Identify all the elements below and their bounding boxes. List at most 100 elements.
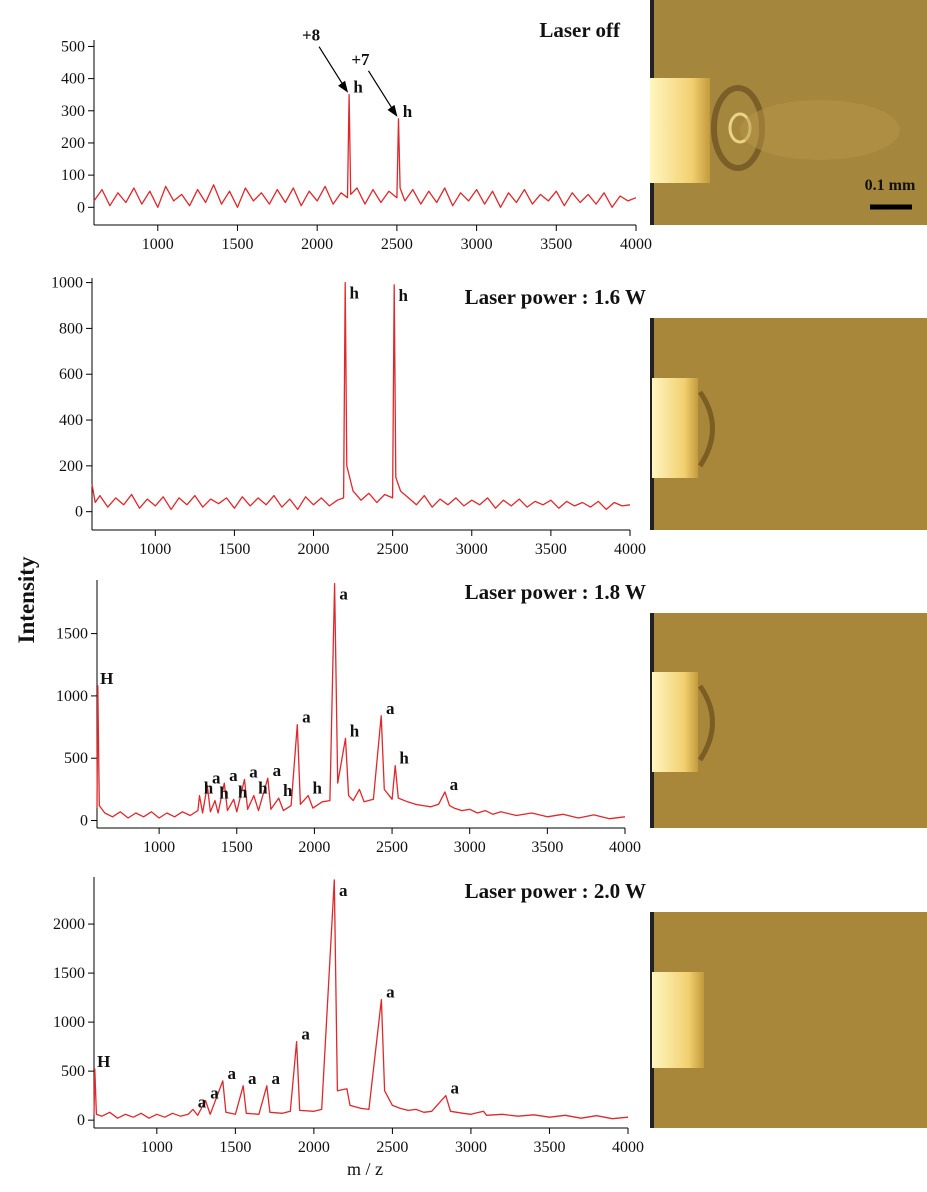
peak-label: a	[210, 1084, 219, 1103]
peak-label: h	[204, 779, 214, 798]
x-tick-label: 2500	[376, 1139, 408, 1156]
x-tick-label: 2500	[376, 839, 408, 856]
peak-label: h	[283, 781, 293, 800]
charge-label: +7	[351, 50, 370, 69]
peak-label: a	[198, 1092, 207, 1111]
y-tick-label: 0	[77, 1112, 85, 1129]
y-tick-label: 1500	[53, 965, 85, 982]
peak-label: h	[403, 102, 413, 121]
y-axis-label: Intensity	[14, 556, 39, 643]
y-tick-label: 300	[61, 103, 85, 120]
peak-label: a	[273, 761, 282, 780]
peak-label: a	[451, 1079, 460, 1098]
y-tick-label: 500	[61, 1063, 85, 1080]
peak-label: h	[312, 779, 322, 798]
x-tick-label: 2000	[298, 839, 330, 856]
y-tick-label: 200	[59, 458, 83, 475]
y-tick-label: 600	[59, 366, 83, 383]
micrograph	[650, 613, 927, 828]
y-tick-label: 500	[64, 750, 88, 767]
peak-label: h	[258, 779, 268, 798]
x-tick-label: 1500	[219, 1139, 251, 1156]
spectrum-line	[91, 281, 631, 511]
x-tick-label: 1500	[221, 236, 253, 253]
peak-label: a	[248, 1069, 257, 1088]
peak-label: h	[219, 784, 229, 803]
x-tick-label: 3000	[461, 236, 493, 253]
arrow-head	[338, 80, 349, 93]
peak-label: a	[339, 881, 348, 900]
x-tick-label: 3500	[531, 839, 563, 856]
y-tick-label: 100	[61, 167, 85, 184]
y-tick-label: 2000	[53, 916, 85, 933]
peak-label: a	[249, 762, 258, 781]
x-tick-label: 4000	[609, 839, 641, 856]
x-tick-label: 2000	[298, 1139, 330, 1156]
x-tick-label: 1000	[139, 541, 171, 558]
spectrum-line	[93, 94, 637, 208]
scale-bar-label: 0.1 mm	[865, 177, 916, 194]
y-tick-label: 1000	[56, 688, 88, 705]
x-tick-label: 3500	[540, 236, 572, 253]
peak-label: a	[272, 1069, 281, 1088]
y-tick-label: 400	[59, 412, 83, 429]
x-tick-label: 3000	[455, 1139, 487, 1156]
panel-title: Laser power : 2.0 W	[465, 879, 646, 903]
y-tick-label: 0	[77, 199, 85, 216]
y-tick-label: 1000	[51, 275, 83, 292]
x-tick-label: 2000	[298, 541, 330, 558]
y-tick-label: 0	[80, 813, 88, 830]
annotation-arrow	[318, 46, 347, 91]
peak-label: a	[229, 766, 238, 785]
micrograph: 0.1 mm	[650, 0, 927, 225]
y-tick-label: 1500	[56, 626, 88, 643]
y-tick-label: 0	[75, 504, 83, 521]
peak-label: h	[353, 78, 363, 97]
x-tick-label: 3500	[535, 541, 567, 558]
micrograph	[650, 912, 927, 1128]
peak-label: H	[100, 669, 113, 688]
x-tick-label: 3000	[454, 839, 486, 856]
x-tick-label: 1000	[141, 1139, 173, 1156]
x-tick-label: 2500	[377, 541, 409, 558]
x-tick-label: 1000	[142, 236, 174, 253]
panel-title: Laser off	[539, 18, 621, 42]
spectrum-line	[96, 583, 626, 820]
x-tick-label: 1000	[143, 839, 175, 856]
x-tick-label: 4000	[614, 541, 646, 558]
x-tick-label: 2000	[301, 236, 333, 253]
peak-label: a	[301, 1025, 310, 1044]
peak-label: h	[349, 284, 359, 303]
x-tick-label: 1500	[221, 839, 253, 856]
x-tick-label: 3500	[533, 1139, 565, 1156]
peak-label: a	[339, 585, 348, 604]
peak-label: h	[399, 749, 409, 768]
peak-label: h	[238, 782, 248, 801]
peak-label: a	[302, 708, 311, 727]
y-tick-label: 400	[61, 71, 85, 88]
spectrum-line	[93, 879, 629, 1120]
peak-label: a	[228, 1064, 237, 1083]
x-tick-label: 2500	[381, 236, 413, 253]
x-tick-label: 4000	[612, 1139, 644, 1156]
panel-title: Laser power : 1.6 W	[465, 285, 646, 309]
y-tick-label: 1000	[53, 1014, 85, 1031]
x-tick-label: 1500	[218, 541, 250, 558]
micrograph	[650, 318, 927, 530]
y-tick-label: 500	[61, 38, 85, 55]
annotation-arrow	[367, 70, 396, 115]
peak-label: a	[212, 769, 221, 788]
y-tick-label: 800	[59, 320, 83, 337]
peak-label: H	[97, 1052, 110, 1071]
peak-label: a	[450, 775, 459, 794]
charge-label: +8	[302, 26, 320, 45]
peak-label: h	[398, 286, 408, 305]
peak-label: a	[386, 983, 395, 1002]
x-tick-label: 4000	[620, 236, 652, 253]
y-tick-label: 200	[61, 135, 85, 152]
arrow-head	[387, 104, 398, 117]
x-tick-label: 3000	[456, 541, 488, 558]
peak-label: a	[386, 699, 395, 718]
